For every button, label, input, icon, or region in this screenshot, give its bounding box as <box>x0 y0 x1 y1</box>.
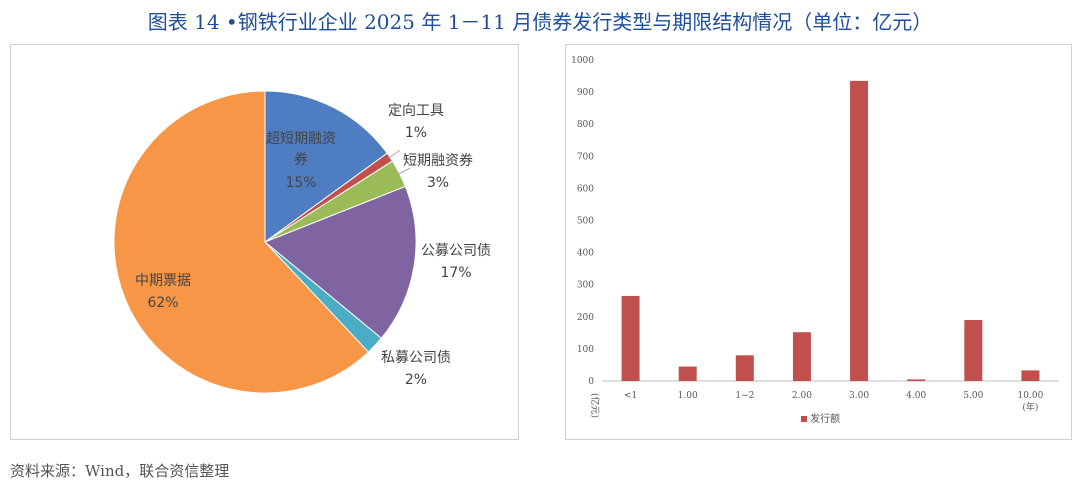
pie-slice-percent: 2% <box>405 372 427 388</box>
y-tick-label: 0 <box>588 377 594 387</box>
pie-slice-label: 公募公司债 <box>421 243 491 259</box>
source-note: 资料来源：Wind，联合资信整理 <box>10 462 230 480</box>
bar-chart-panel: 0 100 200 300 400 500 600 700 800 900 1000 <1 1.00 1~… <box>565 44 1072 440</box>
pie-label: 公募公司债 17% <box>421 243 491 281</box>
pie-slice-label: 私募公司债 <box>381 350 451 366</box>
pie-slice-label: 超短期融资 <box>266 131 336 147</box>
pie-slice-label: 券 <box>294 152 308 168</box>
y-tick-label: 600 <box>577 184 594 194</box>
pie-label: 私募公司债 2% <box>381 350 451 388</box>
y-tick-label: 900 <box>577 88 594 98</box>
x-tick-label: 10.00 <box>1018 391 1044 401</box>
x-axis-unit: (年) <box>1022 401 1038 413</box>
y-tick-label: 400 <box>577 249 594 259</box>
bar <box>735 355 754 381</box>
x-tick-label: <1 <box>624 391 637 401</box>
x-tick-label: 5.00 <box>963 391 983 401</box>
pie-slice-percent: 3% <box>427 175 449 191</box>
y-tick-label: 300 <box>577 281 594 291</box>
x-tick-label: 1.00 <box>678 391 698 401</box>
pie-slice <box>113 90 370 394</box>
y-tick-label: 1000 <box>571 56 594 66</box>
legend-swatch <box>801 416 807 422</box>
x-tick-label: 3.00 <box>849 391 869 401</box>
y-tick-label: 100 <box>577 345 594 355</box>
pie-slice-percent: 15% <box>285 175 316 191</box>
y-tick-label: 200 <box>577 313 594 323</box>
pie-leader-line <box>397 167 411 175</box>
pie-slice-percent: 17% <box>440 265 471 281</box>
y-tick-label: 700 <box>577 152 594 162</box>
bar <box>1021 370 1040 381</box>
pie-label: 定向工具 1% <box>388 103 444 141</box>
bar <box>850 80 869 382</box>
bar <box>621 295 640 381</box>
bar <box>964 320 983 381</box>
pie-slice-label: 中期票据 <box>135 273 191 289</box>
bar <box>678 366 697 381</box>
chart-title: 图表 14 •钢铁行业企业 2025 年 1－11 月债券发行类型与期限结构情况… <box>147 10 933 34</box>
bar <box>907 379 926 381</box>
pie-slice-percent: 1% <box>405 125 427 141</box>
pie-slice-label: 短期融资券 <box>403 153 473 169</box>
y-axis-unit: (亿元) <box>589 393 601 418</box>
legend-label: 发行额 <box>810 412 840 425</box>
pie-chart-panel: 超短期融资券 15% 定向工具 1% 短期融资券 3% 公募公司债 17% 私募公司债 2% 中期票… <box>10 44 519 440</box>
pie-label: 短期融资券 3% <box>403 153 473 191</box>
x-tick-label: 4.00 <box>906 391 926 401</box>
x-tick-label: 2.00 <box>792 391 812 401</box>
pie-slice <box>264 90 388 243</box>
pie-slice-percent: 62% <box>147 295 178 311</box>
pie-slice <box>264 185 417 339</box>
pie-leader-line <box>387 149 401 159</box>
pie-slice-label: 定向工具 <box>388 103 444 119</box>
pie-label: 中期票据 62% <box>135 273 191 311</box>
x-tick-label: 1~2 <box>735 391 754 401</box>
bar-chart: 0 100 200 300 400 500 600 700 800 900 1000 <1 1.00 1~… <box>571 56 1059 425</box>
y-tick-label: 800 <box>577 120 594 130</box>
bar <box>792 332 811 381</box>
y-tick-label: 500 <box>577 217 594 227</box>
